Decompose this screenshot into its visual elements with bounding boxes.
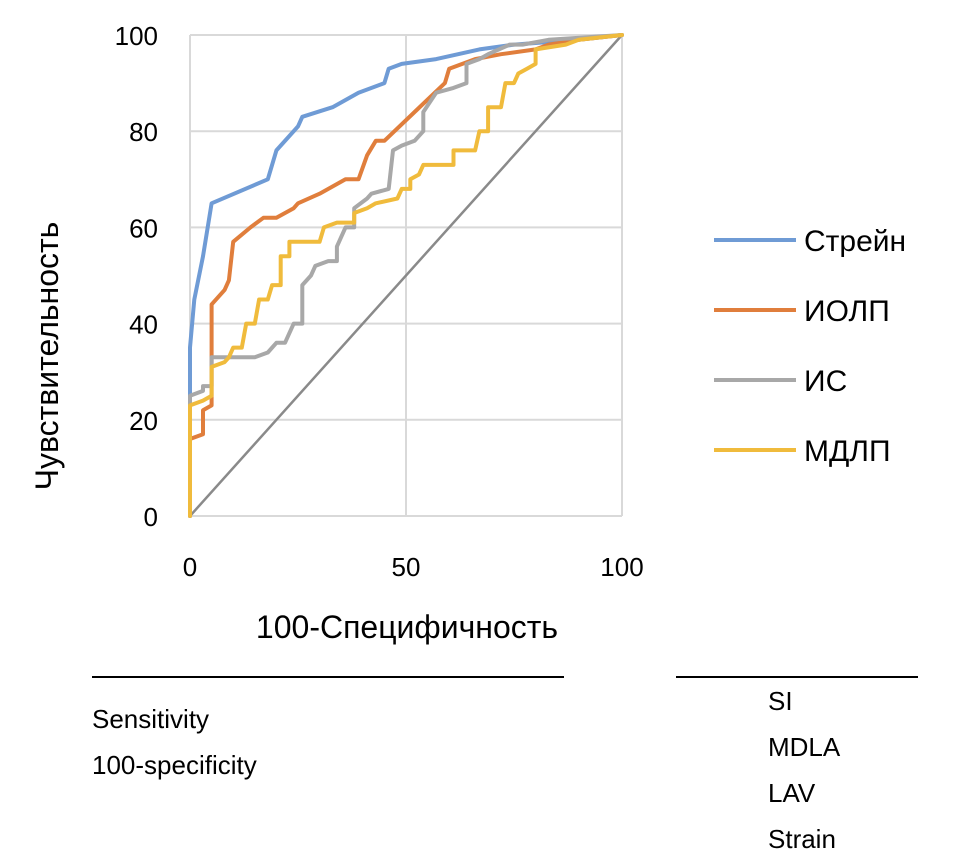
chart-grid [189, 34, 623, 517]
y-tick-label-60: 60 [129, 213, 158, 243]
glossary-right-rule [676, 676, 918, 678]
glossary-term-si: SI [768, 686, 793, 716]
x-tick-label-0: 0 [183, 552, 197, 582]
glossary-left-rule [92, 676, 564, 678]
y-axis-title: Чувствительность [29, 222, 65, 491]
glossary-right: SI MDLA LAV Strain [768, 678, 840, 862]
y-tick-label-80: 80 [129, 117, 158, 147]
series-line-1 [188, 33, 624, 518]
x-tick-label-100: 100 [600, 552, 643, 582]
legend-label-3: ИС [804, 365, 847, 398]
y-tick-label-40: 40 [129, 310, 158, 340]
glossary-term-sensitivity: Sensitivity [92, 704, 210, 734]
glossary-term-mdla: MDLA [768, 732, 841, 762]
legend-label-1: Стрейн [804, 225, 906, 258]
glossary-term-strain: Strain [768, 824, 836, 854]
x-axis-title: 100-Специфичность [256, 609, 558, 645]
chart-ticks: 0 20 40 60 80 100 0 50 100 [115, 21, 644, 582]
glossary-term-100-specificity: 100-specificity [92, 750, 257, 780]
y-tick-label-100: 100 [115, 21, 158, 51]
glossary-term-lav: LAV [768, 778, 816, 808]
chart-legend: Стрейн ИОЛП ИС МДЛП [714, 225, 906, 468]
legend-label-2: ИОЛП [804, 295, 890, 328]
series-line-3 [188, 33, 624, 518]
legend-label-4: МДЛП [804, 435, 891, 468]
series-line-4 [188, 33, 624, 518]
y-tick-label-0: 0 [144, 502, 158, 532]
reference-diagonal-line [188, 33, 624, 518]
x-tick-label-50: 50 [392, 552, 421, 582]
glossary-left: Sensitivity 100-specificity [92, 696, 257, 788]
chart-series [188, 33, 624, 518]
y-tick-label-20: 20 [129, 406, 158, 436]
